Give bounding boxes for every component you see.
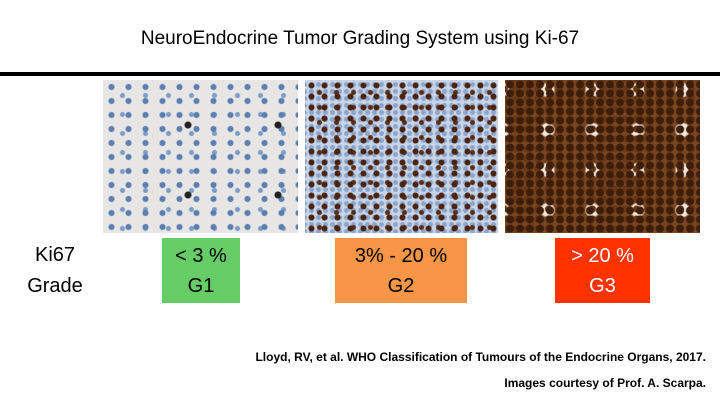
grade-box: 3% - 20 % G2 — [335, 238, 467, 303]
row-label: Grade — [27, 275, 83, 297]
histology-image — [305, 80, 498, 233]
histology-image — [103, 80, 298, 233]
grade-name: G1 — [187, 275, 215, 297]
grade-range: 3% - 20 % — [354, 245, 448, 267]
title: NeuroEndocrine Tumor Grading System usin… — [140, 28, 580, 49]
grade-box: < 3 % G1 — [162, 238, 240, 303]
grade-box: > 20 % G3 — [555, 238, 650, 303]
grade-range: < 3 % — [175, 245, 227, 267]
histology-image — [505, 80, 700, 233]
grade-name: G2 — [387, 275, 415, 297]
grade-range: > 20 % — [571, 245, 634, 267]
grade-name: G3 — [589, 275, 616, 297]
row-label: Ki67 — [34, 244, 76, 266]
image-credit: Images courtesy of Prof. A. Scarpa. — [504, 376, 706, 390]
title-rule — [0, 72, 720, 76]
citation: Lloyd, RV, et al. WHO Classification of … — [255, 350, 706, 364]
